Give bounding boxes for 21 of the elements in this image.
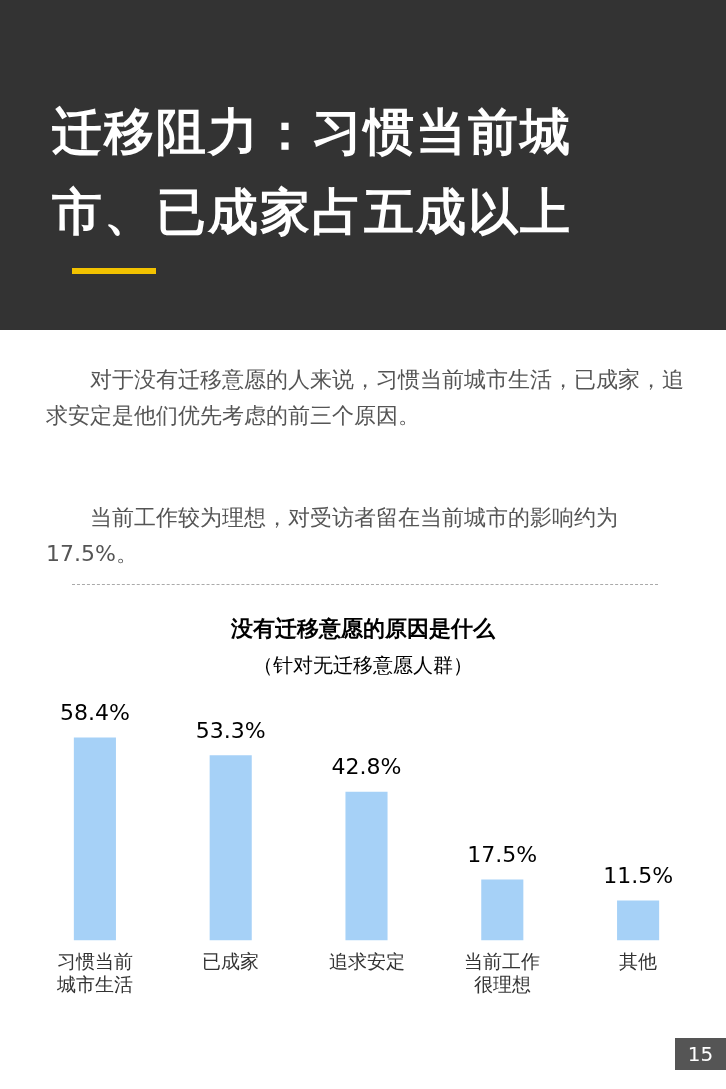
text: 当前工作较为理想，对受访者留在当前城市的影响约为17.5%。 xyxy=(46,504,619,568)
chart-subtitle: （针对无迁移意愿人群） xyxy=(252,652,474,679)
data-label: 58.4% xyxy=(59,700,130,726)
data-label: 53.3% xyxy=(195,717,266,743)
x-tick-label: 已成家 xyxy=(202,949,260,972)
bar xyxy=(73,737,116,941)
chart-title: 没有迁移意愿的原因是什么 xyxy=(230,615,496,643)
data-label: 17.5% xyxy=(467,842,538,868)
bar xyxy=(209,755,252,941)
data-label: 11.5% xyxy=(603,863,674,889)
bar xyxy=(481,879,524,941)
text: 迁移阻力：习惯当前城市、已成家占五成以上 xyxy=(52,102,573,243)
bar xyxy=(617,900,660,941)
x-tick-label: 习惯当前城市生活 xyxy=(55,949,133,995)
text: 15 xyxy=(675,1038,726,1070)
x-tick-label: 追求安定 xyxy=(328,949,405,972)
data-label: 42.8% xyxy=(331,754,402,780)
text: 对于没有迁移意愿的人来说，习惯当前城市生活，已成家，追求安定是他们优先考虑的前三个原因。 xyxy=(46,366,685,430)
x-tick-label: 其他 xyxy=(619,949,658,972)
x-tick-label: 当前工作很理想 xyxy=(464,949,541,995)
bar xyxy=(345,791,388,941)
